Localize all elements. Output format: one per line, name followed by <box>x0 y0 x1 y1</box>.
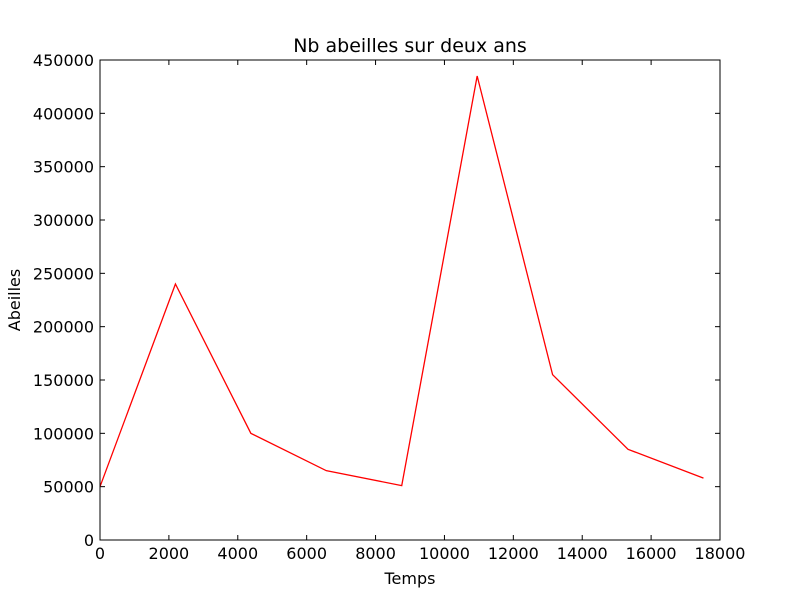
y-tick-label: 100000 <box>33 424 94 443</box>
x-tick-label: 14000 <box>557 544 608 563</box>
y-tick-label: 200000 <box>33 318 94 337</box>
x-tick-label: 16000 <box>626 544 677 563</box>
plot-background <box>100 60 720 540</box>
y-tick-label: 300000 <box>33 211 94 230</box>
x-tick-label: 10000 <box>419 544 470 563</box>
x-tick-label: 8000 <box>355 544 396 563</box>
x-tick-label: 4000 <box>217 544 258 563</box>
x-tick-label: 18000 <box>695 544 746 563</box>
y-tick-label: 0 <box>84 531 94 550</box>
x-tick-label: 2000 <box>149 544 190 563</box>
y-tick-label: 350000 <box>33 158 94 177</box>
y-axis-label: Abeilles <box>5 269 24 331</box>
plot-frame <box>99 59 721 541</box>
y-tick-label: 50000 <box>43 478 94 497</box>
x-tick-label: 0 <box>95 544 105 563</box>
y-tick-label: 250000 <box>33 264 94 283</box>
tick-labels: 0 2000 4000 6000 8000 10000 12000 14000 16000 180… <box>33 51 746 563</box>
x-tick-label: 12000 <box>488 544 539 563</box>
x-axis-label: Temps <box>384 569 436 588</box>
x-tick-label: 6000 <box>286 544 327 563</box>
y-tick-label: 450000 <box>33 51 94 70</box>
chart-title: Nb abeilles sur deux ans <box>293 35 527 57</box>
y-tick-label: 150000 <box>33 371 94 390</box>
y-tick-label: 400000 <box>33 104 94 123</box>
plot-area <box>99 59 721 541</box>
